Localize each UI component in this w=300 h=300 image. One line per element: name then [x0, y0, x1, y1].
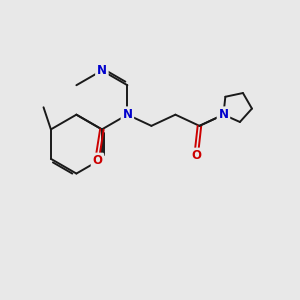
Text: N: N	[122, 108, 132, 121]
Text: N: N	[97, 64, 107, 77]
Text: O: O	[191, 149, 202, 162]
Text: O: O	[92, 154, 103, 167]
Text: N: N	[218, 108, 229, 121]
